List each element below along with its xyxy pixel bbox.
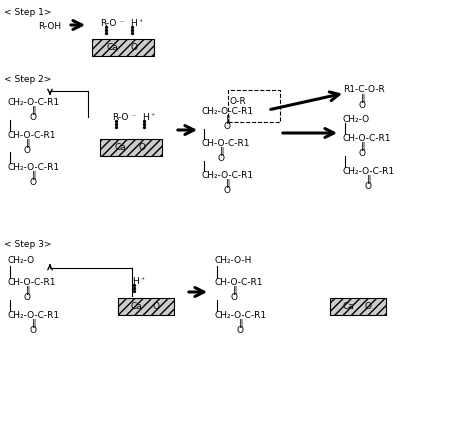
Text: CH₂-O-C-R1: CH₂-O-C-R1 xyxy=(202,107,254,116)
Text: ‖: ‖ xyxy=(226,115,230,124)
Text: CH₂-O-C-R1: CH₂-O-C-R1 xyxy=(8,98,60,107)
Text: ‖: ‖ xyxy=(226,179,230,188)
Text: H: H xyxy=(142,113,149,122)
Text: O: O xyxy=(152,302,159,311)
Text: O: O xyxy=(231,293,238,302)
Text: CH₂-O-C-R1: CH₂-O-C-R1 xyxy=(8,311,60,320)
Text: Ca: Ca xyxy=(107,43,118,52)
Text: CH-O-C-R1: CH-O-C-R1 xyxy=(215,278,264,287)
Text: CH₂-O: CH₂-O xyxy=(8,256,35,265)
Text: O: O xyxy=(130,43,137,52)
Text: CH₂-O-C-R1: CH₂-O-C-R1 xyxy=(215,311,267,320)
Text: ‖: ‖ xyxy=(239,319,244,328)
Text: CH₂-O-C-R1: CH₂-O-C-R1 xyxy=(202,171,254,180)
Text: CH-O-C-R1: CH-O-C-R1 xyxy=(202,139,250,148)
Text: CH₂-O: CH₂-O xyxy=(343,115,370,124)
Text: < Step 3>: < Step 3> xyxy=(4,240,52,249)
Text: ‖: ‖ xyxy=(220,147,225,156)
Text: ‖: ‖ xyxy=(26,286,30,295)
Text: ‖: ‖ xyxy=(26,139,30,148)
Text: O: O xyxy=(224,186,231,195)
Text: CH₂-O-H: CH₂-O-H xyxy=(215,256,252,265)
Text: O: O xyxy=(30,178,37,187)
Text: O: O xyxy=(24,146,31,155)
Bar xyxy=(118,298,174,315)
Text: O: O xyxy=(218,154,225,163)
Text: O: O xyxy=(30,113,37,122)
Text: O: O xyxy=(24,293,31,302)
Text: CH-O-C-R1: CH-O-C-R1 xyxy=(8,278,56,287)
Text: H: H xyxy=(132,277,139,286)
Text: < Step 2>: < Step 2> xyxy=(4,75,51,84)
Text: R-O: R-O xyxy=(112,113,128,122)
Text: ‖: ‖ xyxy=(32,171,36,180)
Text: Ca: Ca xyxy=(115,143,127,152)
Text: O: O xyxy=(138,143,145,152)
Text: R-O: R-O xyxy=(100,19,117,28)
Text: ‖: ‖ xyxy=(367,175,372,184)
Text: O: O xyxy=(365,182,372,191)
Text: H: H xyxy=(130,19,137,28)
Text: CH₂-O-C-R1: CH₂-O-C-R1 xyxy=(343,167,395,176)
Text: ⁺: ⁺ xyxy=(150,112,154,121)
Text: O: O xyxy=(30,326,37,335)
Text: ‖: ‖ xyxy=(32,106,36,115)
Text: R1-C-O-R: R1-C-O-R xyxy=(343,85,385,94)
Text: O: O xyxy=(364,302,371,311)
Text: R-OH: R-OH xyxy=(38,22,61,31)
Text: ‖: ‖ xyxy=(361,94,365,103)
Text: O: O xyxy=(237,326,244,335)
Bar xyxy=(330,298,386,315)
Bar xyxy=(228,90,280,122)
Text: ⁺: ⁺ xyxy=(140,276,144,285)
Text: CH-O-C-R1: CH-O-C-R1 xyxy=(343,134,392,143)
Text: O-R: O-R xyxy=(230,97,247,106)
Bar xyxy=(92,39,154,56)
Text: O: O xyxy=(359,101,366,110)
Text: Ca: Ca xyxy=(131,302,142,311)
Text: ⁻: ⁻ xyxy=(119,18,123,27)
Text: ‖: ‖ xyxy=(233,286,237,295)
Text: ‖: ‖ xyxy=(361,142,365,151)
Text: O: O xyxy=(224,122,231,131)
Text: Ca: Ca xyxy=(343,302,355,311)
Text: CH₂-O-C-R1: CH₂-O-C-R1 xyxy=(8,163,60,172)
Text: < Step 1>: < Step 1> xyxy=(4,8,52,17)
Text: ⁻: ⁻ xyxy=(131,112,135,121)
Text: ⁺: ⁺ xyxy=(138,18,142,27)
Bar xyxy=(100,139,162,156)
Text: CH-O-C-R1: CH-O-C-R1 xyxy=(8,131,56,140)
Text: ‖: ‖ xyxy=(32,319,36,328)
Text: O: O xyxy=(359,149,366,158)
